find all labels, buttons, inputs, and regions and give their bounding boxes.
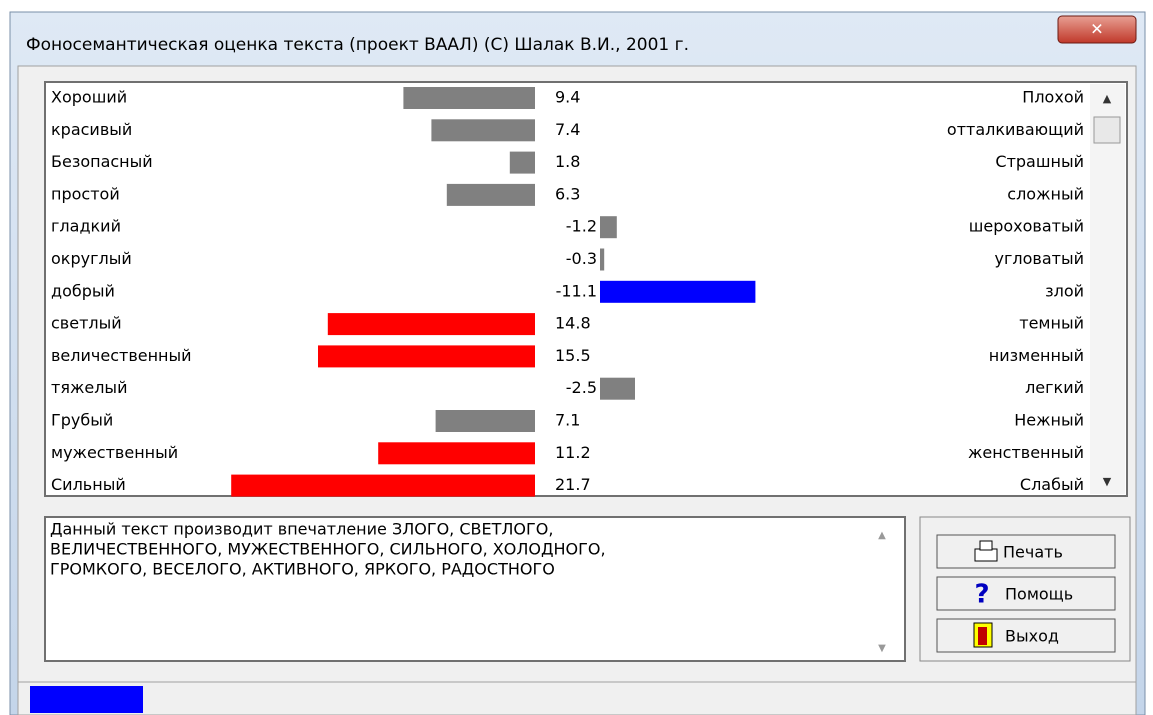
value-label: 7.1 bbox=[555, 411, 580, 430]
left-label: величественный bbox=[51, 346, 192, 365]
left-label: простой bbox=[51, 184, 120, 203]
close-icon: ✕ bbox=[1090, 20, 1103, 39]
right-label: темный bbox=[1019, 314, 1084, 333]
value-label: 7.4 bbox=[555, 120, 580, 139]
bar bbox=[431, 119, 535, 141]
value-label: 9.4 bbox=[555, 88, 580, 107]
bar bbox=[231, 475, 535, 497]
scroll-up[interactable]: ▲ bbox=[1103, 92, 1112, 105]
value-label: 6.3 bbox=[555, 184, 580, 203]
value-label: 21.7 bbox=[555, 475, 591, 494]
bar bbox=[328, 313, 535, 335]
button-icon bbox=[974, 623, 992, 647]
page: Фоносемантическая оценка текста (проект … bbox=[0, 0, 1153, 715]
bar bbox=[600, 216, 617, 238]
right-label: низменный bbox=[989, 346, 1084, 365]
right-label: Нежный bbox=[1014, 411, 1084, 430]
left-label: мужественный bbox=[51, 443, 178, 462]
right-label: злой bbox=[1045, 281, 1084, 300]
value-label: 15.5 bbox=[555, 346, 591, 365]
help-icon: ? bbox=[974, 580, 989, 610]
right-label: Плохой bbox=[1022, 88, 1084, 107]
window-title: Фоносемантическая оценка текста (проект … bbox=[26, 35, 689, 55]
right-label: легкий bbox=[1025, 378, 1084, 397]
bar bbox=[403, 87, 535, 109]
progress-bar bbox=[30, 686, 143, 713]
left-label: Хороший bbox=[51, 88, 127, 107]
summary-scroll-up[interactable]: ▲ bbox=[878, 530, 886, 541]
button-label: Помощь bbox=[1005, 585, 1073, 604]
button-label: Выход bbox=[1005, 627, 1059, 646]
summary-line: ВЕЛИЧЕСТВЕННОГО, МУЖЕСТВЕННОГО, СИЛЬНОГО… bbox=[50, 540, 606, 559]
scroll-down[interactable]: ▼ bbox=[1103, 475, 1112, 488]
bar bbox=[436, 410, 535, 432]
button-icon: ? bbox=[974, 580, 989, 610]
value-label: 1.8 bbox=[555, 152, 580, 171]
bar bbox=[378, 442, 535, 464]
left-label: Грубый bbox=[51, 411, 113, 430]
right-label: Страшный bbox=[995, 152, 1084, 171]
bar bbox=[600, 249, 604, 271]
summary-line: ГРОМКОГО, ВЕСЕЛОГО, АКТИВНОГО, ЯРКОГО, Р… bbox=[50, 560, 555, 579]
left-label: добрый bbox=[51, 281, 115, 300]
left-label: округлый bbox=[51, 249, 132, 268]
value-label: 11.2 bbox=[555, 443, 591, 462]
bar bbox=[600, 281, 755, 303]
left-label: Безопасный bbox=[51, 152, 153, 171]
value-label: -1.2 bbox=[566, 217, 597, 236]
right-label: угловатый bbox=[995, 249, 1084, 268]
left-label: красивый bbox=[51, 120, 132, 139]
value-label: -2.5 bbox=[566, 378, 597, 397]
right-label: шероховатый bbox=[969, 217, 1084, 236]
summary-text: Данный текст производит впечатление ЗЛОГ… bbox=[50, 520, 606, 579]
dialog-window: Фоносемантическая оценка текста (проект … bbox=[0, 0, 1153, 715]
left-label: гладкий bbox=[51, 217, 121, 236]
left-label: Сильный bbox=[51, 475, 126, 494]
summary-line: Данный текст производит впечатление ЗЛОГ… bbox=[50, 520, 553, 539]
scrollbar[interactable] bbox=[1090, 84, 1125, 494]
right-label: отталкивающий bbox=[947, 120, 1084, 139]
summary-scroll-down[interactable]: ▼ bbox=[878, 643, 886, 654]
left-label: светлый bbox=[51, 314, 122, 333]
bar bbox=[318, 345, 535, 367]
printer-icon bbox=[975, 549, 997, 561]
value-label: -11.1 bbox=[556, 281, 597, 300]
value-label: -0.3 bbox=[566, 249, 597, 268]
button-label: Печать bbox=[1003, 543, 1063, 562]
right-label: Слабый bbox=[1020, 475, 1084, 494]
right-label: женственный bbox=[968, 443, 1084, 462]
bar bbox=[600, 378, 635, 400]
right-label: сложный bbox=[1007, 184, 1084, 203]
exit-door bbox=[978, 627, 987, 645]
scroll-thumb[interactable] bbox=[1094, 117, 1120, 143]
printer-paper bbox=[980, 541, 992, 550]
buttons: Печать? Помощь Выход bbox=[937, 535, 1115, 652]
bar bbox=[510, 152, 535, 174]
bar bbox=[447, 184, 535, 206]
value-label: 14.8 bbox=[555, 314, 591, 333]
left-label: тяжелый bbox=[51, 378, 127, 397]
